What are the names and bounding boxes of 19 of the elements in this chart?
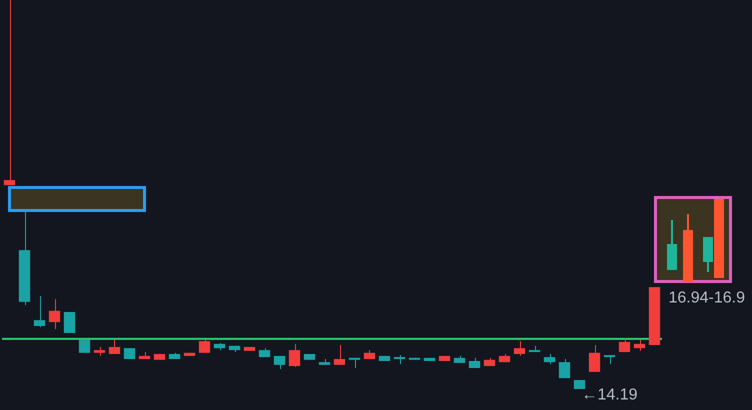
candlestick (558, 358, 570, 379)
candlestick (618, 338, 630, 353)
candlestick (334, 344, 346, 366)
candlestick (64, 312, 76, 333)
candlestick (108, 339, 120, 354)
candlestick (288, 343, 300, 368)
text: 16.94-16.9 (668, 289, 746, 306)
candlestick (634, 339, 646, 352)
annotation: ←14.19 (582, 386, 638, 404)
candlestick (274, 355, 286, 370)
candlestick (78, 338, 90, 354)
candlestick (34, 296, 46, 328)
candlestick (514, 340, 526, 356)
candlestick (588, 344, 600, 372)
candlestick (48, 298, 60, 330)
candlestick (544, 353, 556, 365)
candlestick (468, 357, 480, 368)
candlestick (4, 0, 16, 186)
candlestick (198, 339, 210, 354)
